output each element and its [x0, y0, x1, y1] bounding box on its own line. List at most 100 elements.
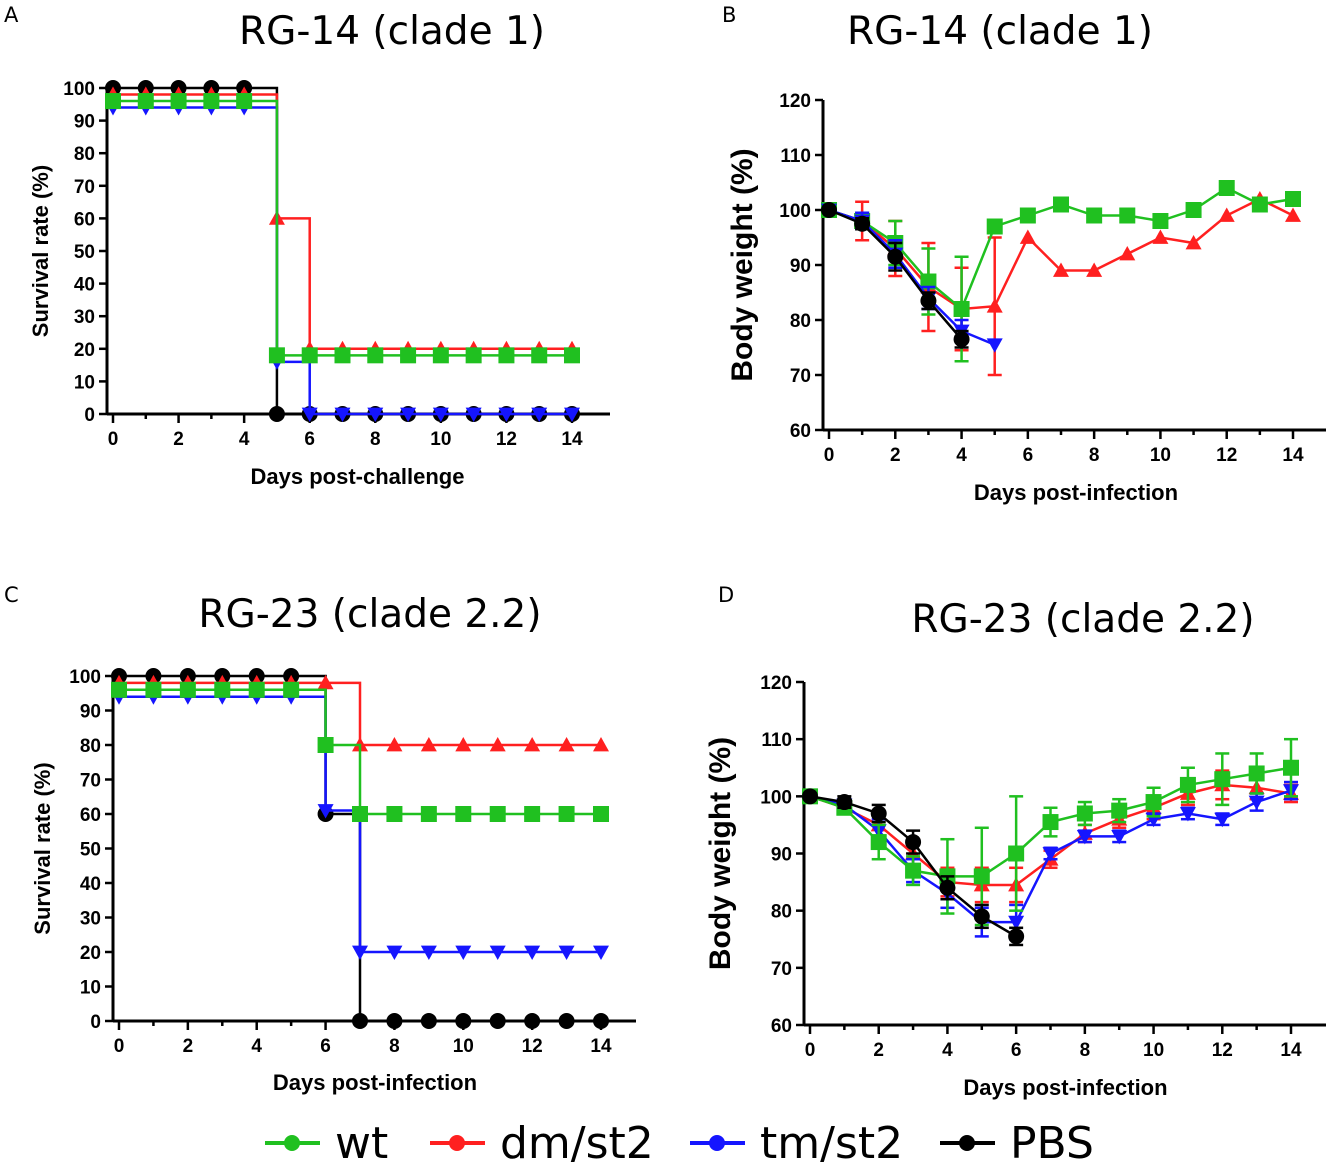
x-tick-label: 0: [805, 1040, 816, 1061]
data-point-wt: [105, 93, 121, 110]
data-point-dm: [386, 737, 403, 752]
data-point-pbs: [455, 1013, 472, 1029]
y-tick-label: 100: [760, 787, 792, 808]
series-pbs: [105, 80, 580, 422]
data-point-tm: [352, 945, 368, 960]
data-point-dm: [455, 737, 472, 752]
x-tick-label: 4: [956, 445, 967, 466]
data-point-dm: [1152, 229, 1169, 244]
y-tick-label: 90: [790, 256, 811, 277]
data-point-wt: [145, 681, 162, 698]
series-wt: [802, 737, 1299, 927]
y-tick-label: 60: [790, 421, 811, 442]
data-point-wt: [1214, 771, 1231, 788]
data-point-tm: [524, 945, 541, 960]
data-point-wt: [564, 347, 580, 364]
y-tick-label: 120: [760, 673, 792, 694]
chart-panel-d: D RG-23 (clade 2.2) 60 70 80 90 100 110 120 0 2 4 6 8…: [704, 583, 1326, 1100]
data-point-dm: [1218, 207, 1235, 222]
data-point-wt: [986, 218, 1003, 235]
series-wt: [105, 93, 580, 364]
x-tick-label: 4: [239, 429, 250, 450]
chart-title: RG-23 (clade 2.2): [198, 592, 541, 637]
data-point-tm: [593, 945, 609, 960]
y-axis-title: Body weight (%): [726, 148, 759, 381]
x-tick-label: 8: [370, 429, 381, 450]
y-tick-label: 80: [771, 902, 792, 923]
data-point-dm: [1285, 207, 1301, 222]
data-point-pbs: [593, 1013, 609, 1029]
data-point-pbs: [973, 908, 990, 925]
legend-label-tm: tm/st2: [760, 1118, 903, 1164]
data-point-pbs: [420, 1013, 437, 1029]
y-tick-label: 100: [69, 667, 101, 688]
data-point-tm: [317, 804, 334, 819]
x-tick-label: 2: [183, 1036, 194, 1057]
data-point-tm: [1179, 807, 1196, 822]
data-point-wt: [1283, 759, 1299, 776]
data-point-dm: [420, 737, 437, 752]
x-tick-label: 6: [1011, 1040, 1022, 1061]
y-tick-label: 80: [74, 144, 95, 165]
data-point-wt: [870, 834, 887, 851]
data-point-wt: [420, 806, 437, 822]
x-tick-label: 12: [1216, 445, 1237, 466]
y-tick-label: 70: [790, 366, 811, 387]
data-point-tm: [420, 945, 437, 960]
series-line-wt: [113, 99, 572, 357]
x-tick-label: 2: [873, 1040, 884, 1061]
data-point-wt: [137, 93, 154, 110]
data-point-pbs: [854, 215, 871, 232]
y-tick-label: 40: [80, 874, 101, 895]
data-point-pbs: [836, 794, 853, 811]
data-point-wt: [489, 806, 506, 822]
data-point-tm: [1111, 829, 1128, 845]
data-point-dm: [593, 737, 609, 752]
data-point-pbs: [268, 406, 285, 422]
data-point-pbs: [953, 331, 970, 348]
series-line-dm: [113, 93, 572, 351]
series-wt: [111, 681, 609, 822]
panel-letter: D: [718, 583, 734, 607]
y-tick-label: 100: [63, 79, 95, 100]
data-point-wt: [386, 806, 403, 822]
data-point-wt: [1111, 802, 1128, 819]
data-point-wt: [593, 806, 609, 822]
data-point-dm: [524, 737, 541, 752]
data-point-tm: [334, 407, 351, 422]
data-point-pbs: [386, 1013, 403, 1029]
data-point-wt: [953, 301, 970, 317]
series-line-pbs: [113, 86, 572, 416]
legend-label-wt: wt: [335, 1118, 388, 1164]
y-tick-label: 30: [74, 307, 95, 328]
x-tick-label: 0: [824, 445, 835, 466]
chart-panel-c: C RG-23 (clade 2.2)0102030405060708090100…: [4, 583, 636, 1095]
x-axis-title: Days post-infection: [273, 1070, 477, 1095]
x-tick-label: 4: [251, 1036, 262, 1057]
data-point-wt: [498, 347, 515, 364]
data-point-tm: [986, 338, 1003, 353]
data-point-wt: [317, 737, 334, 753]
data-point-dm: [1119, 246, 1136, 261]
y-tick-label: 90: [80, 702, 101, 723]
data-point-wt: [179, 681, 196, 698]
y-tick-label: 110: [780, 146, 811, 167]
series-dm: [105, 86, 580, 356]
data-point-wt: [170, 93, 187, 110]
data-point-tm: [1214, 812, 1231, 828]
y-tick-label: 20: [74, 340, 95, 361]
series-line-tm: [113, 106, 572, 416]
data-point-tm: [367, 407, 384, 422]
data-point-wt: [367, 347, 384, 364]
x-tick-label: 6: [304, 429, 315, 450]
y-axis-title: Survival rate (%): [28, 165, 53, 337]
legend-label-pbs: PBS: [1010, 1118, 1094, 1164]
x-tick-label: 12: [496, 429, 517, 450]
y-tick-label: 60: [771, 1016, 792, 1037]
y-tick-label: 40: [74, 275, 95, 296]
y-tick-label: 100: [779, 201, 811, 222]
data-point-tm: [489, 945, 506, 960]
data-point-pbs: [1008, 928, 1025, 945]
panel-letter: A: [4, 3, 19, 27]
series-line-wt: [119, 688, 601, 816]
